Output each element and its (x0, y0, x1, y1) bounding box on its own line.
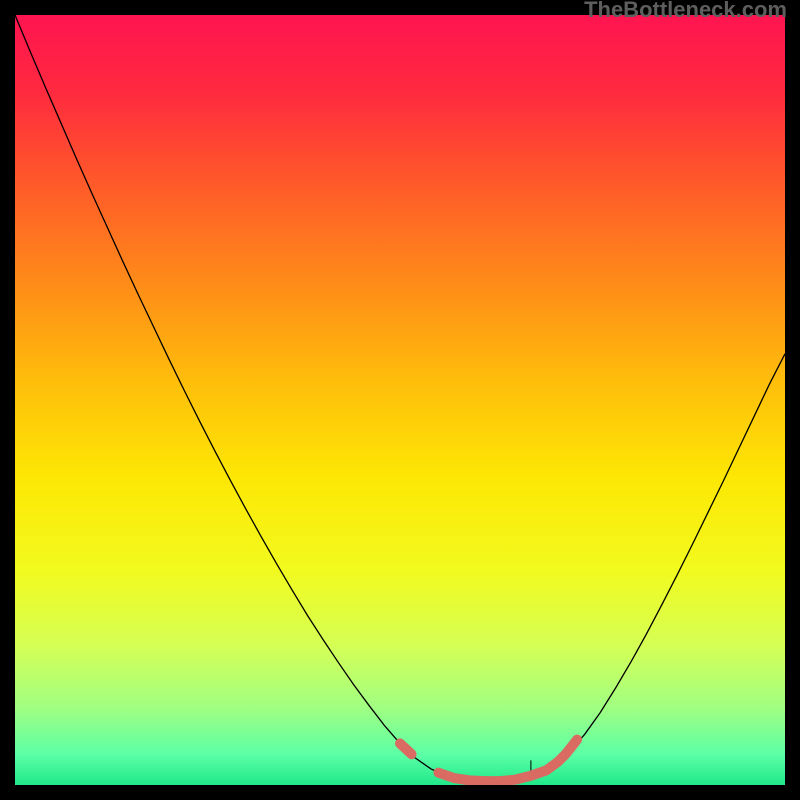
plot-area (15, 15, 785, 785)
gradient-background (15, 15, 785, 785)
watermark-text: TheBottleneck.com (584, 0, 787, 23)
chart-svg (15, 15, 785, 785)
chart-container: TheBottleneck.com (0, 0, 800, 800)
